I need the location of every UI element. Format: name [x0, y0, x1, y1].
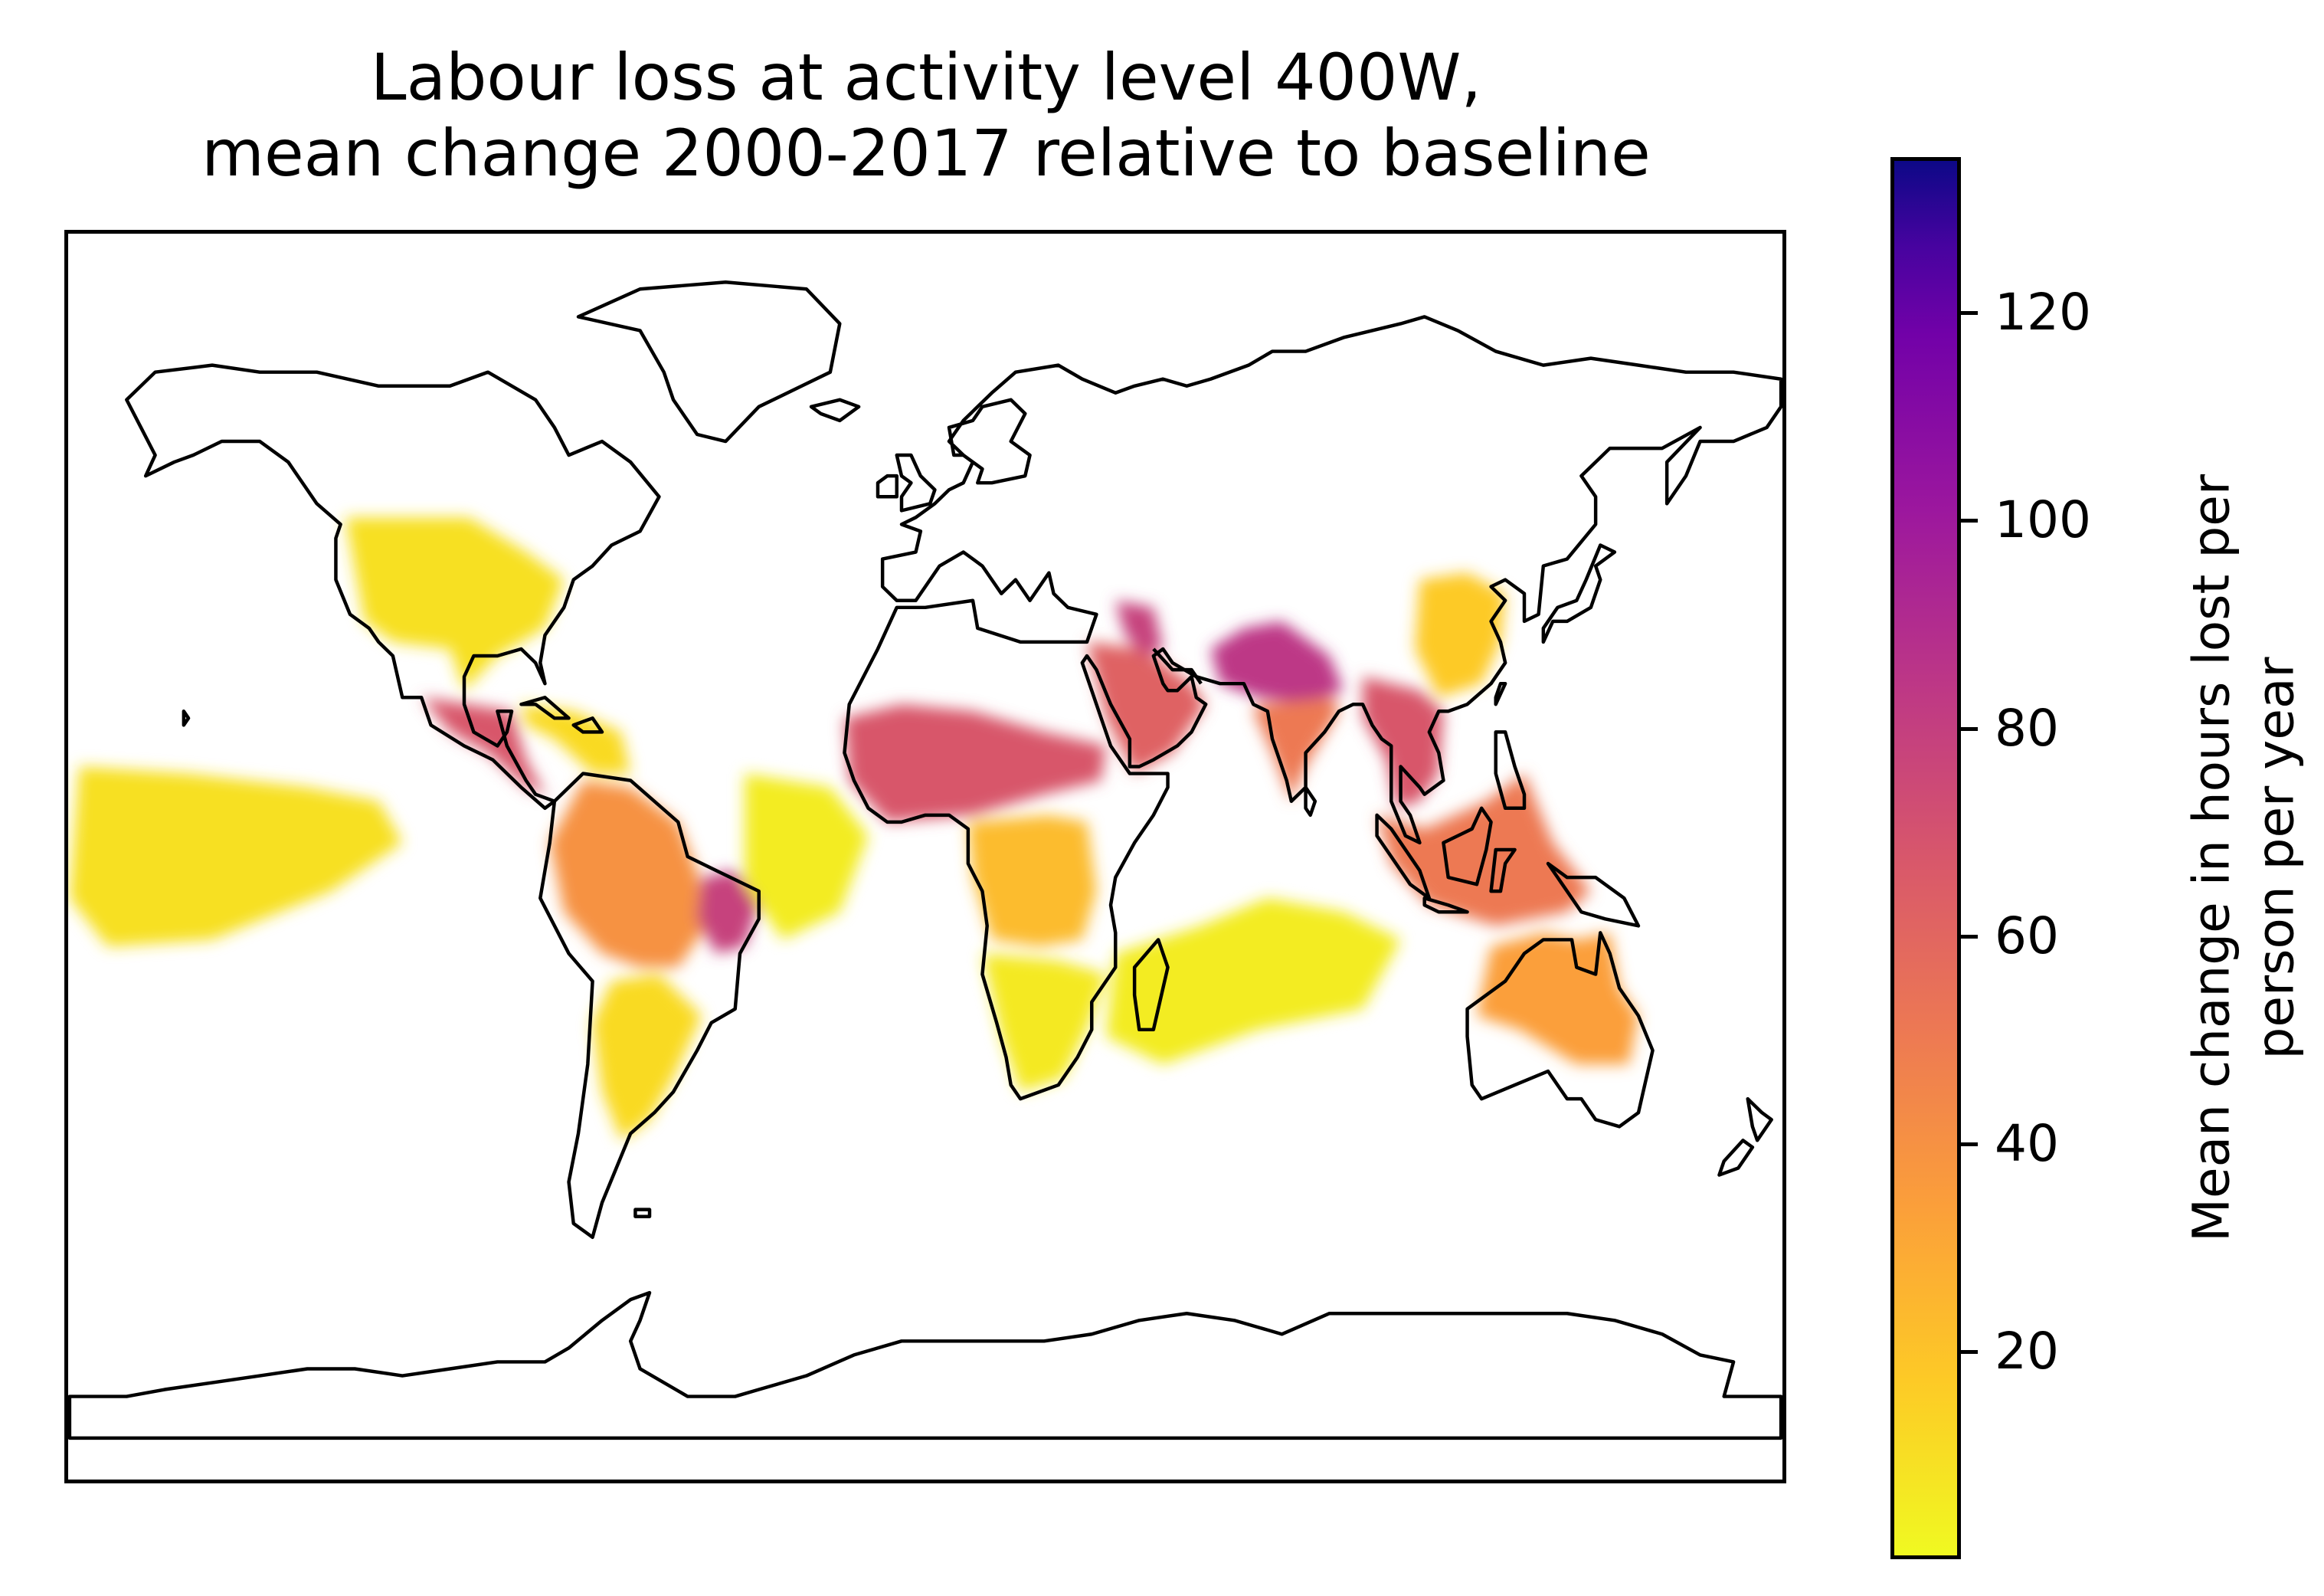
- colorbar-tick-label-100: 100: [1995, 490, 2091, 550]
- coastline-ireland: [876, 474, 899, 499]
- coastline-africa-eurasia: [843, 315, 1782, 1101]
- coastline-iceland: [809, 398, 861, 423]
- heat-region-southern-south-america: [592, 974, 702, 1141]
- coastline-madagascar: [1132, 938, 1170, 1032]
- heat-region-tropical-atlantic: [745, 773, 869, 940]
- coastline-south-america: [538, 772, 761, 1240]
- heat-region-philippines-and-indonesia: [1376, 773, 1591, 926]
- coastline-antarctica: [68, 1290, 1782, 1440]
- coastline-sulawesi: [1489, 847, 1517, 893]
- coastline-hispaniola: [571, 716, 604, 734]
- coastline-arabian-gulf-coast: [1152, 647, 1203, 685]
- world-map-panel: [64, 230, 1786, 1483]
- heat-region-india: [1253, 697, 1339, 801]
- coastline-philippines: [1494, 730, 1527, 811]
- colorbar-label-line1: Mean change in hours lost per: [2182, 474, 2241, 1242]
- heat-region-middle-east-and-arabian-peninsula: [1087, 641, 1206, 774]
- colorbar-tick-80: [1961, 726, 1978, 731]
- coastline-hawaii: [182, 710, 191, 727]
- coastline-sri-lanka: [1304, 785, 1317, 818]
- coastline-new-zealand-north: [1746, 1096, 1773, 1142]
- colorbar-tick-120: [1961, 311, 1978, 316]
- heat-region-eastern-china: [1415, 572, 1506, 698]
- coastline-borneo: [1442, 806, 1493, 886]
- coastline-new-zealand-south: [1717, 1139, 1755, 1177]
- heat-region-indian-ocean: [1105, 898, 1401, 1065]
- coastline-new-guinea: [1546, 861, 1641, 928]
- heat-region-southern-africa: [982, 953, 1106, 1093]
- heat-region-northeast-brazil: [697, 870, 759, 954]
- chart-subtitle: mean change 2000-2017 relative to baseli…: [201, 116, 1651, 192]
- heat-region-northern-australia: [1476, 932, 1638, 1065]
- chart-title: Labour loss at activity level 400W,: [370, 40, 1482, 115]
- colorbar-tick-60: [1961, 934, 1978, 939]
- coastline-sumatra: [1375, 813, 1432, 900]
- colorbar-tick-label-40: 40: [1995, 1113, 2059, 1173]
- heat-region-mesopotamia: [1115, 600, 1164, 657]
- coastline-cuba: [519, 696, 571, 720]
- world-map: [68, 280, 1782, 1440]
- heat-region-central-africa: [967, 814, 1097, 947]
- coastline-layer: [68, 280, 1782, 1440]
- coastline-java: [1422, 896, 1469, 914]
- coastline-greenland: [576, 280, 842, 444]
- colorbar-label-line2: person per year: [2247, 657, 2306, 1060]
- coastline-great-britain: [895, 453, 937, 513]
- heat-region-southeast-asia: [1362, 677, 1444, 808]
- colorbar-tick-100: [1961, 519, 1978, 523]
- heat-region-west-africa-sahel: [844, 704, 1106, 822]
- colorbar-tick-label-120: 120: [1995, 283, 2091, 342]
- coastline-taiwan: [1494, 681, 1507, 706]
- heat-region-amazon-and-northern-south-america: [549, 780, 707, 968]
- colorbar-tick-label-60: 60: [1995, 906, 2059, 965]
- coastline-falklands: [633, 1208, 652, 1218]
- coastline-north-america: [125, 363, 661, 811]
- chart-title-block: Labour loss at activity level 400W, mean…: [64, 40, 1788, 192]
- colorbar-tick-label-20: 20: [1995, 1321, 2059, 1381]
- heat-region-pakistan-and-northern-india: [1210, 621, 1344, 705]
- colorbar-tick-label-80: 80: [1995, 698, 2059, 758]
- heat-region-western-united-states-and-mexico: [345, 517, 565, 691]
- heat-region-caribbean: [521, 704, 631, 774]
- colorbar-tick-20: [1961, 1349, 1978, 1354]
- colorbar-label: Mean change in hours lost per person per…: [2180, 474, 2309, 1242]
- colorbar-tick-40: [1961, 1142, 1978, 1146]
- colorbar: [1890, 157, 1961, 1559]
- coastline-japan: [1541, 543, 1617, 644]
- coastline-australia: [1465, 931, 1655, 1129]
- heat-region-tropical-pacific: [69, 766, 403, 947]
